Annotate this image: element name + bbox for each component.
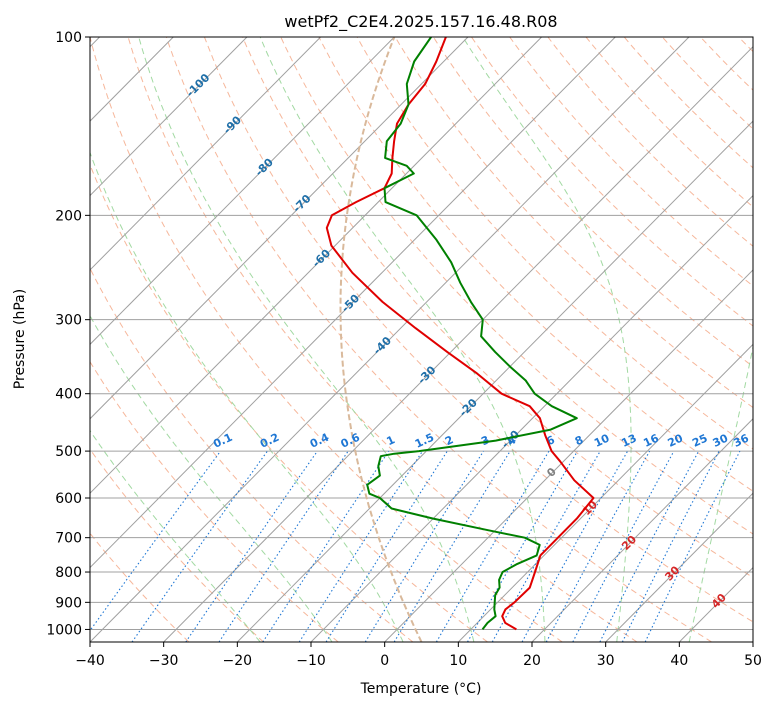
mixing-ratio-label: 25	[690, 432, 709, 450]
mixing-ratio-line	[521, 450, 629, 642]
mixing-ratio-labels: 0.1 0.2 0.4 0.6 1 1.5 2 3 4 6 8 10 13 16 20 25 30 36	[211, 431, 751, 451]
x-tick-label: −20	[223, 653, 253, 669]
y-tick-label: 100	[55, 30, 82, 46]
moist-adiabat	[90, 151, 404, 642]
moist-adiabat	[90, 429, 261, 642]
x-tick-label: 50	[744, 653, 762, 669]
mixing-ratio-line	[325, 450, 448, 642]
isotherm	[384, 269, 753, 642]
mixing-ratio-line	[364, 450, 484, 642]
x-tick-label: −40	[75, 653, 105, 669]
moist-adiabat	[138, 37, 475, 642]
mixing-ratio-lines	[90, 450, 741, 642]
profile-series	[325, 37, 595, 631]
mixing-ratio-label: 30	[711, 431, 731, 449]
isotherm	[531, 418, 753, 642]
mixing-ratio-line	[90, 450, 221, 632]
dry-adiabat	[432, 37, 753, 368]
wet-bulb-zero-curve	[339, 37, 423, 642]
y-tick-label: 500	[55, 444, 82, 460]
x-tick-label: −30	[149, 653, 179, 669]
plot-frame	[89, 36, 754, 643]
temperature-line	[325, 37, 595, 631]
x-tick-label: −10	[296, 653, 326, 669]
mixing-ratio-line	[621, 450, 720, 642]
mixing-ratio-line	[393, 450, 511, 642]
dry-adiabat	[165, 37, 712, 642]
isotherm	[236, 120, 753, 642]
mixing-ratio-line	[644, 450, 741, 642]
isotherm	[605, 492, 753, 642]
isotherm	[310, 194, 753, 642]
x-tick-label: 30	[597, 653, 615, 669]
dry-adiabat	[242, 37, 753, 579]
x-tick-label: 20	[523, 653, 541, 669]
y-tick-label: 400	[55, 387, 82, 403]
mixing-ratio-line	[491, 450, 601, 642]
mixing-ratio-line	[185, 450, 318, 642]
mixing-ratio-line	[572, 450, 675, 642]
isotherm	[90, 37, 542, 494]
mixing-ratio-line	[298, 450, 423, 642]
x-tick-label: 10	[449, 653, 467, 669]
dry-adiabat	[90, 267, 414, 642]
dry-adiabat	[203, 37, 753, 623]
mixing-ratio-line	[131, 450, 268, 642]
dry-adiabat	[90, 448, 264, 642]
moist-adiabat	[259, 37, 546, 642]
isotherm	[90, 37, 248, 197]
y-tick-label: 300	[55, 313, 82, 329]
mixing-ratio-label: 16	[641, 431, 661, 449]
mixing-ratio-line	[545, 450, 651, 642]
y-tick-label: 600	[55, 491, 82, 507]
mixing-ratio-label: 36	[731, 431, 751, 449]
y-tick-label: 900	[55, 595, 82, 611]
dry-adiabat	[280, 37, 753, 535]
mixing-ratio-label: 13	[619, 432, 638, 450]
chart-title: wetPf2_C2E4.2025.157.16.48.R08	[284, 12, 557, 32]
y-tick-label: 700	[55, 531, 82, 547]
y-tick-label: 200	[55, 208, 82, 224]
dewpoint-line	[366, 37, 578, 631]
moist-adiabat	[688, 344, 753, 642]
x-tick-label: 0	[380, 653, 389, 669]
mixing-ratio-label: 20	[666, 431, 686, 449]
x-axis-label: Temperature (°C)	[360, 681, 482, 697]
isotherm	[457, 343, 753, 642]
wet-bulb-zero-line	[339, 37, 423, 642]
mixing-ratio-line	[262, 450, 390, 642]
y-tick-label: 800	[55, 565, 82, 581]
isotherm	[90, 37, 616, 569]
moist-adiabat	[90, 314, 333, 642]
isotherm	[90, 37, 395, 346]
dry-adiabat	[90, 163, 488, 642]
x-tick-label: 40	[670, 653, 688, 669]
dry-adiabat	[509, 37, 753, 287]
isotherm	[163, 46, 753, 642]
dry-adiabat	[127, 37, 638, 642]
mixing-ratio-label: 10	[592, 431, 612, 449]
dry-adiabat	[394, 37, 753, 409]
mixing-ratio-line	[218, 450, 349, 642]
y-axis-label: Pressure (hPa)	[12, 289, 28, 389]
isotherm	[90, 37, 469, 420]
x-axis: −40 −30 −20 −10 0 10 20 30 40 50	[75, 642, 762, 669]
y-axis: 100 200 300 400 500 600 700 800 900 1000	[46, 30, 90, 638]
dry-adiabat	[547, 37, 753, 247]
isotherms	[90, 37, 753, 642]
isotherm	[90, 37, 321, 271]
isotherm	[90, 37, 690, 642]
y-tick-label: 1000	[46, 622, 82, 638]
